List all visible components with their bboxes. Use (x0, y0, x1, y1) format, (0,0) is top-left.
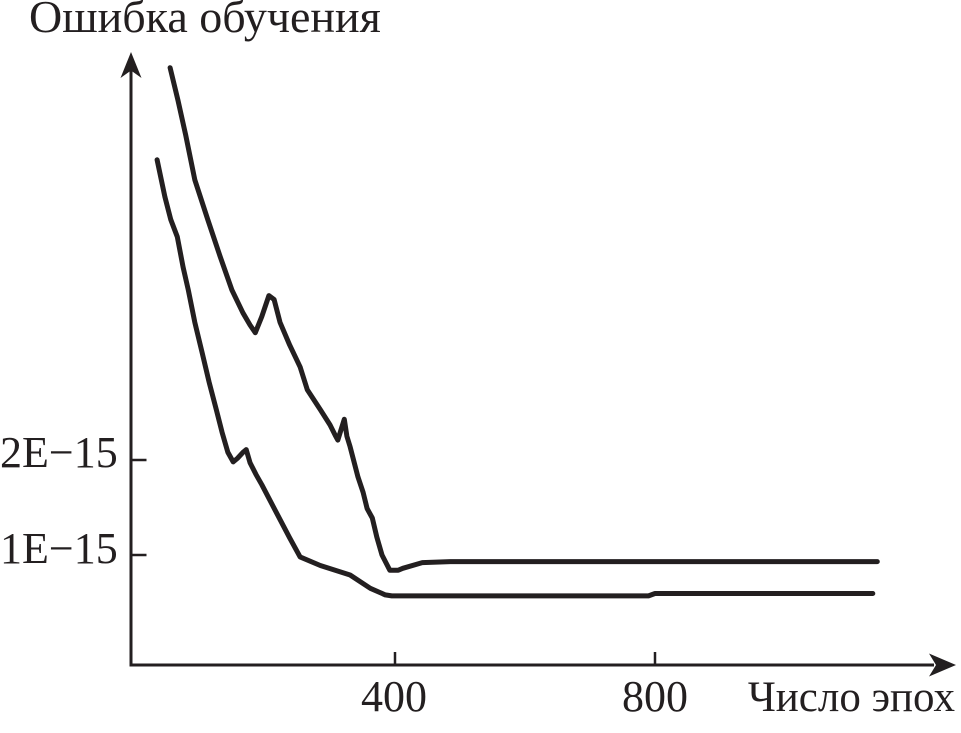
lower-curve (154, 157, 876, 599)
y-tick-label-1e-15: 1E−15 (0, 524, 118, 573)
y-tick-label-2e-15: 2E−15 (0, 428, 118, 477)
y-axis-arrowhead (120, 52, 142, 78)
axis-ticks (131, 458, 657, 666)
chart-title: Ошибка обучения (29, 0, 381, 42)
x-tick-label-400: 400 (361, 672, 427, 721)
x-axis-arrowhead (929, 653, 956, 677)
upper-curve (167, 65, 880, 573)
x-axis-label: Число эпох (747, 674, 955, 721)
x-tick-label-800: 800 (622, 672, 688, 721)
plot-curves (154, 65, 880, 599)
